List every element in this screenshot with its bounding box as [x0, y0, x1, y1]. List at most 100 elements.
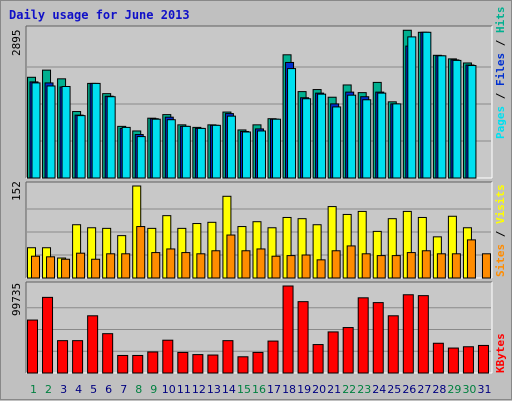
bar-sites — [181, 252, 191, 279]
day-label: 5 — [90, 383, 97, 396]
day-label: 1 — [30, 383, 37, 396]
day-label: 10 — [162, 383, 176, 396]
legend-visits: Visits — [494, 184, 507, 224]
day-label: 24 — [372, 383, 386, 396]
bar-pages — [362, 99, 372, 179]
bar-kbytes — [462, 346, 474, 374]
bar-pages — [226, 115, 236, 179]
bar-sites — [376, 255, 386, 279]
bar-pages — [302, 98, 312, 179]
bar-sites — [481, 253, 491, 279]
bar-sites — [271, 255, 281, 279]
bar-pages — [46, 85, 56, 179]
bar-kbytes — [162, 339, 174, 374]
bar-kbytes — [432, 342, 444, 374]
bar-pages — [196, 127, 206, 179]
bar-kbytes — [87, 315, 99, 374]
bar-kbytes — [102, 333, 114, 374]
bar-sites — [361, 253, 371, 279]
bar-sites — [301, 254, 311, 279]
bar-kbytes — [237, 356, 249, 374]
legend-panel-3: KBytes — [494, 333, 507, 373]
bar-kbytes — [207, 354, 219, 374]
day-label: 20 — [312, 383, 326, 396]
day-label: 7 — [120, 383, 127, 396]
chart-title: Daily usage for June 2013 — [9, 8, 190, 22]
bar-pages — [452, 59, 462, 179]
bar-kbytes — [327, 331, 339, 374]
bar-kbytes — [192, 354, 204, 374]
legend-files: Files — [494, 53, 507, 86]
bar-kbytes — [342, 327, 354, 374]
bar-kbytes — [267, 340, 279, 374]
bar-sites — [391, 255, 401, 279]
bar-sites — [316, 259, 326, 279]
bar-pages — [392, 103, 402, 179]
day-label: 29 — [447, 383, 461, 396]
day-label: 11 — [177, 383, 191, 396]
bar-pages — [407, 36, 417, 179]
bar-pages — [287, 68, 297, 179]
bar-sites — [106, 253, 116, 279]
bar-kbytes — [27, 319, 38, 374]
day-label: 25 — [387, 383, 401, 396]
bar-sites — [286, 255, 296, 279]
bar-pages — [256, 130, 266, 179]
bar-kbytes — [147, 351, 159, 374]
bar-sites — [76, 252, 86, 279]
bar-sites — [406, 252, 416, 279]
bar-sites — [331, 250, 341, 279]
legend-panel-1: Pages / Files / Hits — [494, 7, 507, 140]
bar-pages — [211, 124, 221, 179]
bar-sites — [46, 256, 56, 279]
bar-sites — [31, 255, 40, 279]
panel-1-ymax-label: 2895 — [10, 30, 23, 57]
bar-kbytes — [312, 344, 324, 374]
day-label: 12 — [192, 383, 206, 396]
bar-pages — [347, 94, 357, 179]
day-label: 15 — [237, 383, 251, 396]
day-label: 16 — [252, 383, 266, 396]
bar-pages — [31, 82, 41, 179]
bar-sites — [241, 250, 251, 279]
bar-pages — [181, 125, 191, 179]
bar-kbytes — [72, 340, 84, 374]
day-label: 3 — [60, 383, 67, 396]
bar-kbytes — [297, 301, 309, 374]
bar-sites — [211, 250, 221, 279]
bar-pages — [437, 55, 447, 179]
day-label: 31 — [477, 383, 491, 396]
bar-pages — [61, 85, 71, 179]
bar-pages — [106, 96, 116, 179]
bar-kbytes — [447, 347, 459, 374]
bar-sites — [421, 250, 431, 279]
bar-sites — [451, 253, 461, 279]
day-label: 28 — [432, 383, 446, 396]
bar-pages — [422, 31, 432, 179]
day-label: 2 — [45, 383, 52, 396]
bar-sites — [466, 239, 476, 279]
bar-sites — [166, 248, 176, 279]
legend-separator: / — [494, 33, 507, 53]
day-label: 22 — [342, 383, 356, 396]
bar-kbytes — [57, 340, 69, 374]
bar-kbytes — [252, 351, 264, 374]
bar-sites — [226, 234, 236, 279]
legend-sites: Sites — [494, 244, 507, 277]
day-label: 21 — [327, 383, 341, 396]
day-label: 4 — [75, 383, 82, 396]
day-label: 8 — [135, 383, 142, 396]
panel-2-ymax-label: 152 — [10, 181, 23, 201]
bar-pages — [241, 131, 251, 179]
bar-sites — [136, 226, 146, 279]
day-label: 18 — [282, 383, 296, 396]
day-label: 19 — [297, 383, 311, 396]
day-label: 9 — [150, 383, 157, 396]
bar-pages — [166, 119, 176, 179]
bar-pages — [317, 93, 327, 179]
bar-pages — [121, 126, 131, 179]
bar-kbytes — [132, 354, 144, 374]
bar-kbytes — [477, 344, 489, 374]
